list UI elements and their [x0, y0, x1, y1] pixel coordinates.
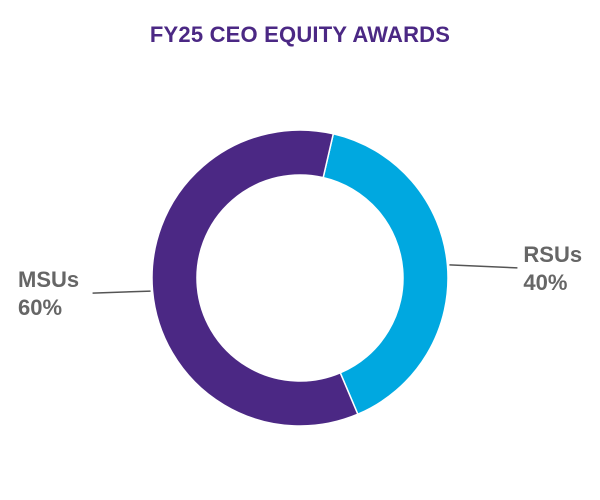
- leader-lines: [92, 264, 518, 294]
- leader-line-msus: [92, 290, 151, 294]
- slice-label-rsus: RSUs: [523, 242, 582, 267]
- donut-slices: [151, 129, 449, 427]
- slice-msus: [151, 129, 359, 427]
- slice-labels: RSUs 40% MSUs 60%: [18, 242, 582, 320]
- slice-rsus: [322, 132, 449, 416]
- chart-title: FY25 CEO EQUITY AWARDS: [149, 22, 451, 47]
- slice-percent-rsus: 40%: [523, 270, 567, 295]
- slice-label-msus: MSUs: [18, 267, 79, 292]
- leader-line-rsus: [449, 264, 518, 269]
- slice-percent-msus: 60%: [18, 295, 62, 320]
